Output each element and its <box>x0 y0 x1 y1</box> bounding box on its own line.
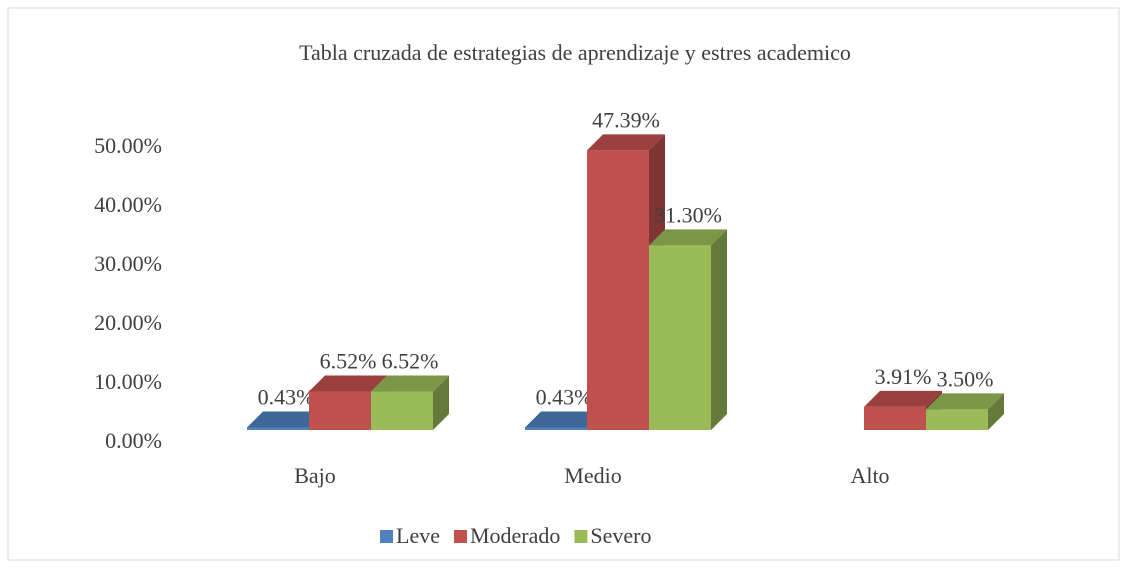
y-tick-label: 30.00% <box>94 251 162 276</box>
bar-top <box>587 134 665 151</box>
bar-top <box>525 411 603 428</box>
bar <box>926 409 988 430</box>
legend-swatch <box>380 530 393 543</box>
y-tick-label: 20.00% <box>94 310 162 335</box>
bar-top <box>371 375 449 392</box>
bar-top <box>864 390 942 407</box>
bar <box>587 150 649 431</box>
x-tick-label: Medio <box>564 463 621 488</box>
data-label: 0.43% <box>258 385 315 410</box>
bar-top <box>926 393 1004 410</box>
bar-side <box>433 375 449 430</box>
chart-border <box>7 7 1120 561</box>
bar <box>371 391 433 430</box>
y-tick-label: 50.00% <box>94 133 162 158</box>
x-tick-label: Alto <box>850 463 889 488</box>
data-label: 47.39% <box>592 107 660 132</box>
bar-top <box>247 411 325 428</box>
bar <box>864 406 926 430</box>
y-tick-label: 10.00% <box>94 369 162 394</box>
data-label: 31.30% <box>654 202 722 227</box>
data-label: 6.52% <box>320 349 377 374</box>
bar-top <box>649 229 727 246</box>
bar-side <box>988 393 1004 430</box>
data-label: 3.91% <box>875 364 932 389</box>
legend-swatch <box>574 530 588 543</box>
legend-label: Moderado <box>470 523 560 548</box>
legend-swatch <box>453 530 467 543</box>
bar <box>309 391 371 430</box>
data-label: 0.43% <box>536 385 593 410</box>
x-tick-label: Bajo <box>294 463 336 488</box>
bar <box>649 245 711 430</box>
bar-top <box>309 375 387 392</box>
bar <box>525 427 587 430</box>
chart-title: Tabla cruzada de estrategias de aprendiz… <box>299 40 851 65</box>
data-label: 6.52% <box>382 349 439 374</box>
bar <box>247 427 309 430</box>
y-tick-label: 40.00% <box>94 192 162 217</box>
data-label: 3.50% <box>937 366 994 391</box>
bar-side <box>711 229 727 430</box>
legend-label: Severo <box>590 523 651 548</box>
legend-label: Leve <box>396 523 440 548</box>
y-tick-label: 0.00% <box>105 428 162 453</box>
